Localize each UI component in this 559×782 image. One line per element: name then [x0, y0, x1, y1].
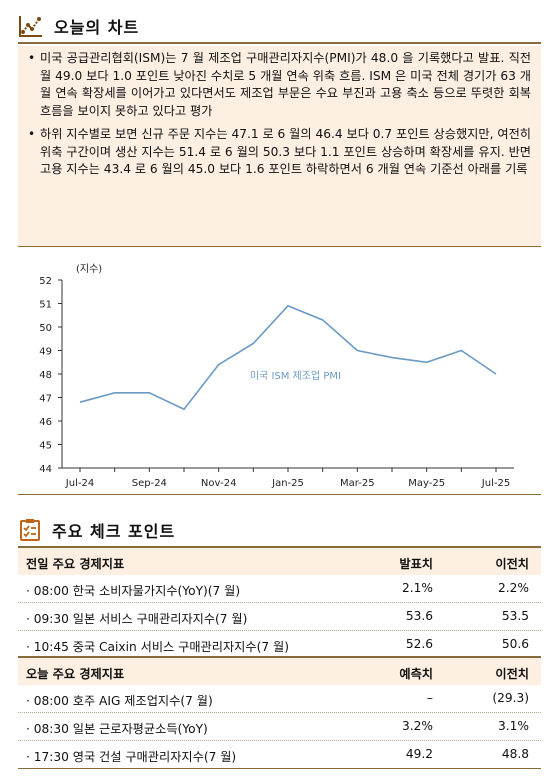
indicator-previous: (29.3)	[492, 691, 529, 705]
indicator-actual: 2.1%	[402, 581, 433, 595]
y-tick-label: 45	[39, 441, 52, 452]
y-tick-label: 46	[39, 417, 52, 428]
indicator-actual: 52.6	[405, 637, 433, 651]
x-tick-label: Jul-24	[65, 478, 94, 489]
x-tick-label: May-25	[408, 478, 445, 489]
indicator-actual: 53.6	[405, 609, 433, 623]
x-tick-label: Nov-24	[201, 478, 237, 489]
prev-table-col-previous: 이전치	[495, 557, 529, 571]
prev-table-col-actual: 발표치	[399, 557, 433, 571]
today-table-col-previous: 이전치	[495, 667, 529, 681]
y-tick-label: 48	[39, 370, 52, 381]
chart-section-title: 오늘의 차트	[54, 18, 140, 37]
check-section-header: 주요 체크 포인트	[18, 518, 175, 542]
y-axis-label: (지수)	[76, 263, 102, 275]
indicator-forecast: 49.2	[405, 747, 433, 761]
prev-table-label: 전일 주요 경제지표	[26, 557, 125, 571]
table-row: · 08:00 한국 소비자물가지수(YoY)(7 월) 2.1% 2.2%	[18, 575, 541, 603]
indicator-name: · 08:00 호주 AIG 제조업지수(7 월)	[26, 694, 213, 708]
x-tick-label: Jul-25	[481, 478, 510, 489]
indicator-previous: 2.2%	[498, 581, 529, 595]
chart-line-icon	[19, 16, 42, 37]
table-row: · 17:30 영국 건설 구매관리자지수(7 월) 49.2 48.8	[18, 741, 541, 769]
indicator-forecast: –	[426, 691, 433, 705]
series-line	[79, 304, 497, 411]
table-row: · 08:30 일본 근로자평균소득(YoY) 3.2% 3.1%	[18, 713, 541, 741]
x-tick-label: Sep-24	[132, 478, 167, 489]
summary-bullet-2: 하위 지수별로 보면 신규 주문 지수는 47.1 로 6 월의 46.4 보다…	[28, 126, 531, 179]
y-tick-label: 49	[39, 347, 52, 358]
indicator-name: · 17:30 영국 건설 구매관리자지수(7 월)	[26, 750, 237, 764]
checklist-icon	[20, 519, 40, 541]
x-tick-label: Jan-25	[271, 478, 304, 489]
check-section-title: 주요 체크 포인트	[52, 522, 176, 541]
chart-bottom-divider	[18, 494, 541, 495]
table-row: · 10:45 중국 Caixin 서비스 구매관리자지수(7 월) 52.6 …	[18, 631, 541, 658]
summary-box: 미국 공급관리협회(ISM)는 7 월 제조업 구매관리자지수(PMI)가 48…	[18, 46, 541, 246]
chart-section-divider	[18, 42, 541, 44]
y-tick-label: 51	[39, 300, 52, 311]
today-table-col-forecast: 예측치	[399, 667, 433, 681]
indicator-name: · 09:30 일본 서비스 구매관리자지수(7 월)	[26, 612, 248, 626]
today-table-header: 오늘 주요 경제지표 예측치 이전치	[18, 656, 541, 685]
today-indicators-table: 오늘 주요 경제지표 예측치 이전치 · 08:00 호주 AIG 제조업지수(…	[18, 656, 541, 769]
pmi-line-chart: 44 45 46 47 48 49 50 51 52 (지수) Jul-24 Sep-24 Nov-24…	[39, 263, 514, 489]
indicator-previous: 3.1%	[498, 719, 529, 733]
summary-bullet-1: 미국 공급관리협회(ISM)는 7 월 제조업 구매관리자지수(PMI)가 48…	[28, 50, 531, 120]
prev-table-header: 전일 주요 경제지표 발표치 이전치	[18, 546, 541, 575]
y-tick-label: 47	[39, 394, 52, 405]
indicator-previous: 50.6	[501, 637, 529, 651]
indicator-name: · 08:00 한국 소비자물가지수(YoY)(7 월)	[26, 584, 241, 598]
table-row: · 09:30 일본 서비스 구매관리자지수(7 월) 53.6 53.5	[18, 603, 541, 631]
indicator-previous: 53.5	[501, 609, 529, 623]
indicator-forecast: 3.2%	[402, 719, 433, 733]
summary-bottom-divider	[18, 246, 541, 247]
x-tick-label: Mar-25	[340, 478, 375, 489]
today-table-label: 오늘 주요 경제지표	[26, 667, 125, 681]
indicator-name: · 10:45 중국 Caixin 서비스 구매관리자지수(7 월)	[26, 640, 289, 654]
chart-section-header: 오늘의 차트	[18, 14, 139, 38]
y-tick-label: 52	[39, 276, 52, 287]
indicator-name: · 08:30 일본 근로자평균소득(YoY)	[26, 722, 208, 736]
y-tick-label: 44	[39, 464, 52, 475]
prev-indicators-table: 전일 주요 경제지표 발표치 이전치 · 08:00 한국 소비자물가지수(Yo…	[18, 546, 541, 658]
indicator-previous: 48.8	[501, 747, 529, 761]
y-tick-label: 50	[39, 323, 52, 334]
series-label: 미국 ISM 제조업 PMI	[250, 369, 341, 382]
table-row: · 08:00 호주 AIG 제조업지수(7 월) – (29.3)	[18, 685, 541, 713]
